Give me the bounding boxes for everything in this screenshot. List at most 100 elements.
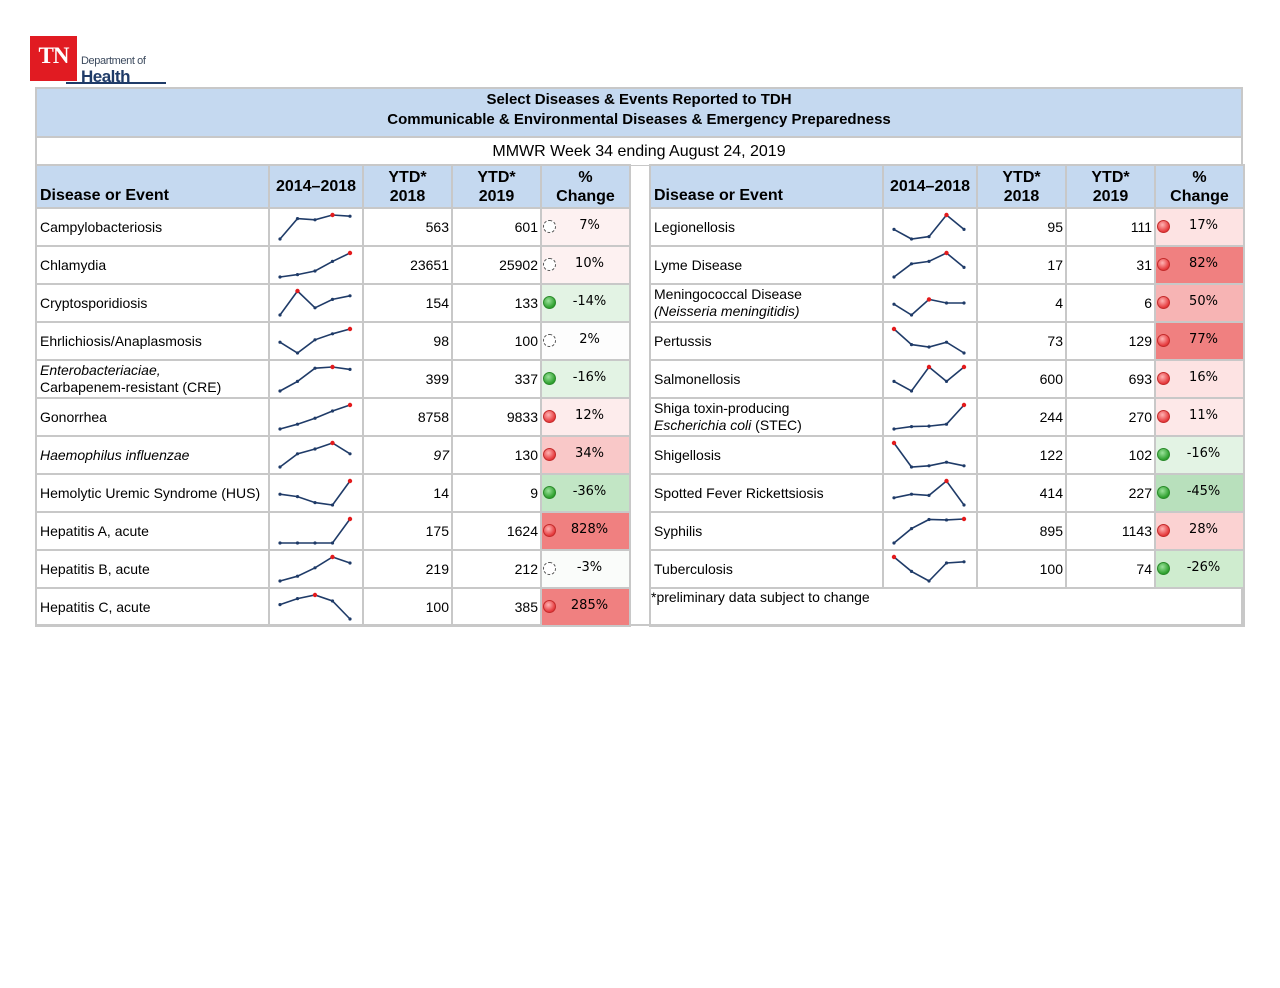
sparkline-line bbox=[279, 289, 351, 316]
pct-change-value: -14% bbox=[572, 294, 607, 309]
disease-name-cell: Hemolytic Uremic Syndrome (HUS) bbox=[35, 473, 270, 513]
col-header-pct-b: Change bbox=[1170, 187, 1229, 205]
sparkline-point bbox=[330, 259, 335, 263]
sparkline-point bbox=[892, 379, 896, 383]
ytd-2019-value: 9833 bbox=[451, 397, 542, 437]
pct-change-cell: 17% bbox=[1154, 207, 1245, 247]
sparkline bbox=[278, 516, 353, 545]
trend-cell bbox=[882, 511, 978, 551]
pct-change-cell: 10% bbox=[540, 245, 631, 285]
sparkline-point bbox=[909, 313, 914, 317]
col-header-pct-a: % bbox=[578, 168, 593, 186]
sparkline-point bbox=[330, 599, 335, 603]
sparkline-point bbox=[892, 227, 896, 231]
status-red-icon bbox=[543, 448, 556, 461]
sparkline-point bbox=[892, 302, 896, 306]
sparkline bbox=[278, 440, 352, 469]
sparkline-point bbox=[313, 306, 317, 310]
ytd-2019-value: 100 bbox=[451, 321, 542, 361]
sparkline-point bbox=[295, 273, 300, 277]
table-row: Meningococcal Disease (Neisseria meningit… bbox=[649, 283, 1245, 323]
disease-name-cell: Ehrlichiosis/Anaplasmosis bbox=[35, 321, 270, 361]
sparkline-point bbox=[295, 217, 300, 221]
sparkline-point bbox=[927, 424, 931, 428]
report-title: Select Diseases & Events Reported to TDH… bbox=[37, 89, 1241, 138]
sparkline-max-point bbox=[330, 212, 335, 218]
sparkline bbox=[891, 440, 966, 469]
sparkline-max-point bbox=[926, 364, 932, 370]
sparkline-point bbox=[348, 367, 352, 371]
disease-name-line2: Carbapenem-resistant (CRE) bbox=[40, 379, 222, 395]
disease-name: Legionellosis bbox=[654, 218, 735, 235]
sparkline-line bbox=[893, 365, 965, 393]
disease-name: Salmonellosis bbox=[654, 370, 741, 387]
sparkline-point bbox=[909, 237, 914, 241]
sparkline bbox=[278, 592, 352, 621]
sparkline-point bbox=[330, 409, 335, 413]
ytd-2019-value: 693 bbox=[1065, 359, 1156, 399]
sparkline-max-point bbox=[944, 478, 949, 484]
col-header-ytd2019: YTD* 2019 bbox=[1065, 164, 1156, 209]
table-row: Hepatitis B, acute 219 212 -3% bbox=[35, 549, 631, 589]
status-red-icon bbox=[543, 600, 556, 613]
ytd-2019-value: 6 bbox=[1065, 283, 1156, 323]
ytd-2019-value: 31 bbox=[1065, 245, 1156, 285]
sparkline-point bbox=[278, 492, 282, 496]
status-red-icon bbox=[1157, 258, 1170, 271]
pct-change-value: 11% bbox=[1189, 408, 1218, 423]
logo-health-text: Health bbox=[81, 67, 130, 86]
disease-name-cell: Shigellosis bbox=[649, 435, 884, 475]
ytd-2019-value: 74 bbox=[1065, 549, 1156, 589]
disease-name: Chlamydia bbox=[40, 256, 107, 273]
pct-change-cell: 285% bbox=[540, 587, 631, 627]
ytd-2019-value: 385 bbox=[451, 587, 542, 627]
disease-name-cell: Shiga toxin-producing Escherichia coli (S… bbox=[649, 397, 884, 437]
table-row: Ehrlichiosis/Anaplasmosis 98 100 2% bbox=[35, 321, 631, 361]
pct-change-value: -16% bbox=[572, 370, 607, 385]
sparkline-line bbox=[893, 328, 965, 354]
sparkline-line bbox=[893, 556, 965, 582]
trend-cell bbox=[882, 283, 978, 323]
col-header-ytd2019-b: 2019 bbox=[1092, 187, 1129, 205]
sparkline-point bbox=[278, 465, 282, 469]
trend-cell bbox=[268, 359, 364, 399]
table-row: Lyme Disease 17 31 82% bbox=[649, 245, 1245, 285]
pct-change-value: 17% bbox=[1189, 218, 1218, 233]
table-row: Campylobacteriosis 563 601 7% bbox=[35, 207, 631, 247]
table-row: Syphilis 895 1143 28% bbox=[649, 511, 1245, 551]
sparkline-point bbox=[348, 452, 352, 456]
sparkline-point bbox=[944, 460, 949, 464]
col-header-disease: Disease or Event bbox=[649, 164, 884, 209]
pct-change-value: -3% bbox=[576, 560, 603, 575]
trend-cell bbox=[268, 397, 364, 437]
ytd-2019-value: 133 bbox=[451, 283, 542, 323]
pct-change-value: 50% bbox=[1189, 294, 1218, 309]
trend-cell bbox=[882, 321, 978, 361]
col-header-ytd2018-b: 2018 bbox=[1003, 187, 1040, 205]
logo-department-text: Department of bbox=[81, 55, 146, 67]
sparkline-point bbox=[278, 389, 282, 393]
tn-logo-box: TN bbox=[30, 36, 77, 81]
sparkline-point bbox=[892, 541, 896, 545]
disease-name-cell: Spotted Fever Rickettsiosis bbox=[649, 473, 884, 513]
trend-cell bbox=[268, 511, 364, 551]
ytd-2018-value: 97 bbox=[362, 435, 453, 475]
sparkline-point bbox=[330, 297, 335, 301]
sparkline-point bbox=[962, 351, 966, 355]
trend-cell bbox=[882, 435, 978, 475]
ytd-2019-value: 227 bbox=[1065, 473, 1156, 513]
sparkline-max-point bbox=[347, 516, 353, 522]
pct-change-cell: -45% bbox=[1154, 473, 1245, 513]
sparkline bbox=[892, 516, 967, 545]
pct-change-value: 10% bbox=[575, 256, 604, 271]
sparkline-max-point bbox=[330, 440, 335, 446]
table-row: Legionellosis 95 111 17% bbox=[649, 207, 1245, 247]
sparkline-point bbox=[313, 566, 317, 570]
pct-change-value: -16% bbox=[1186, 446, 1221, 461]
table-row: Tuberculosis 100 74 -26% bbox=[649, 549, 1245, 589]
pct-change-cell: -16% bbox=[1154, 435, 1245, 475]
pct-change-wrap: 285% bbox=[543, 590, 628, 624]
ytd-2018-value: 100 bbox=[976, 549, 1067, 589]
disease-name-cell: Pertussis bbox=[649, 321, 884, 361]
ytd-2019-value: 129 bbox=[1065, 321, 1156, 361]
